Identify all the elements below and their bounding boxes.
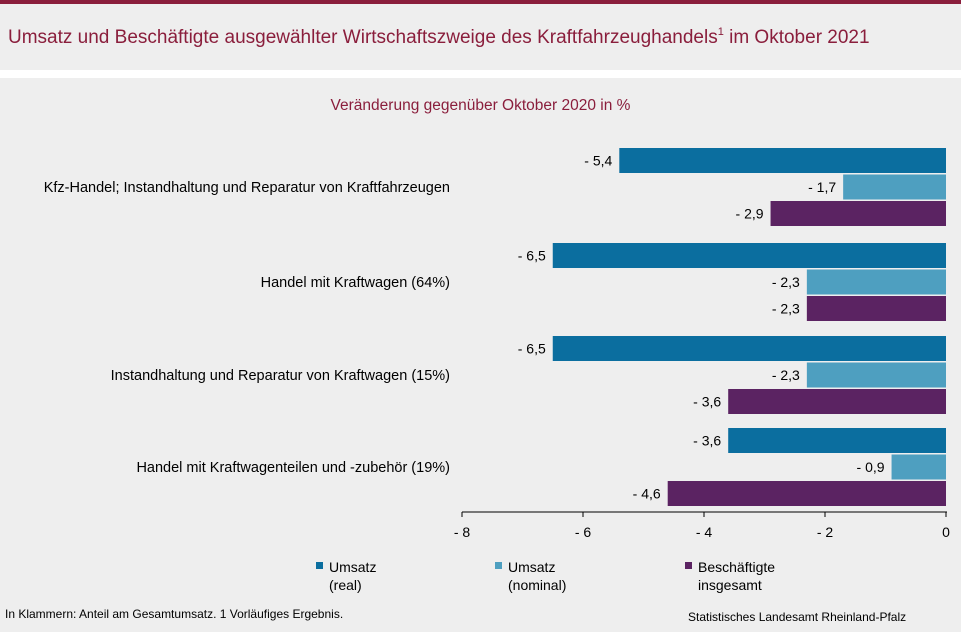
top-rule bbox=[0, 0, 961, 4]
data-label: - 5,4 bbox=[584, 153, 612, 169]
data-label: - 6,5 bbox=[518, 248, 546, 264]
x-tick-label: - 8 bbox=[454, 524, 471, 540]
bar bbox=[806, 362, 946, 388]
bar bbox=[552, 336, 946, 361]
data-label: - 2,3 bbox=[772, 301, 800, 317]
bar bbox=[770, 201, 946, 226]
chart-title: Umsatz und Beschäftigte ausgewählter Wir… bbox=[8, 26, 870, 49]
category-label: Kfz-Handel; Instandhaltung und Reparatur… bbox=[44, 180, 450, 196]
bar bbox=[843, 174, 946, 200]
chart-title-suffix: im Oktober 2021 bbox=[723, 27, 870, 48]
bar bbox=[728, 428, 946, 453]
x-tick-label: 0 bbox=[942, 524, 950, 540]
data-label: - 2,3 bbox=[772, 367, 800, 383]
data-label: - 3,6 bbox=[693, 433, 721, 449]
bar bbox=[667, 481, 946, 506]
data-label: - 3,6 bbox=[693, 394, 721, 410]
data-label: - 1,7 bbox=[808, 179, 836, 195]
data-label: - 2,3 bbox=[772, 274, 800, 290]
legend-swatch-nominal bbox=[495, 562, 502, 569]
title-separator bbox=[0, 70, 961, 78]
data-label: - 2,9 bbox=[736, 206, 764, 222]
data-label: - 6,5 bbox=[518, 341, 546, 357]
x-tick-label: - 2 bbox=[817, 524, 834, 540]
bar bbox=[728, 389, 946, 414]
category-label: Handel mit Kraftwagenteilen und -zubehör… bbox=[136, 460, 450, 476]
data-label: - 4,6 bbox=[633, 486, 661, 502]
bar bbox=[619, 148, 946, 173]
chart-title-footnote-mark: 1 bbox=[717, 26, 724, 38]
bar bbox=[891, 454, 946, 480]
chart-subtitle: Veränderung gegenüber Oktober 2020 in % bbox=[330, 97, 631, 114]
legend-swatch-real bbox=[316, 562, 323, 569]
legend-label-nominal: Umsatz (nominal) bbox=[508, 559, 567, 593]
bar bbox=[806, 269, 946, 295]
legend-label-employees: Beschäftigte insgesamt bbox=[698, 559, 776, 593]
x-tick-label: - 6 bbox=[575, 524, 592, 540]
legend-label-real: Umsatz (real) bbox=[329, 559, 377, 593]
category-label: Instandhaltung und Reparatur von Kraftwa… bbox=[111, 368, 450, 384]
category-label: Handel mit Kraftwagen (64%) bbox=[261, 275, 450, 291]
legend-swatch-employees bbox=[685, 562, 692, 569]
bar bbox=[552, 243, 946, 268]
x-tick-label: - 4 bbox=[696, 524, 713, 540]
bar bbox=[806, 296, 946, 321]
footnote: In Klammern: Anteil am Gesamtumsatz. 1 V… bbox=[5, 607, 344, 621]
chart-title-main: Umsatz und Beschäftigte ausgewählter Wir… bbox=[8, 27, 718, 48]
data-label: - 0,9 bbox=[857, 459, 885, 475]
source-note: Statistisches Landesamt Rheinland-Pfalz bbox=[688, 610, 907, 624]
